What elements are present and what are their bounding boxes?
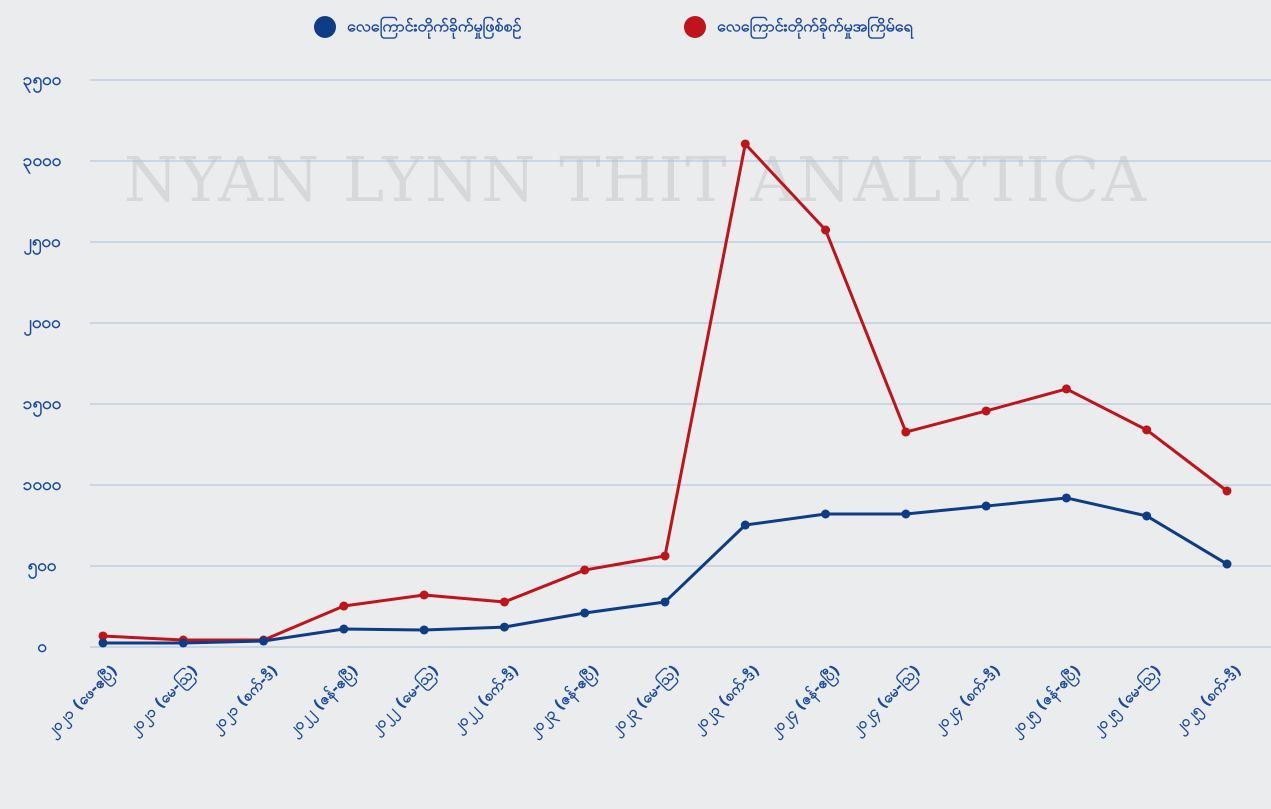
data-point [660, 551, 670, 561]
data-point [740, 520, 750, 530]
data-point [499, 597, 509, 607]
y-tick-label: ၀ [37, 637, 47, 657]
data-point [98, 631, 108, 641]
data-point [98, 638, 108, 648]
data-point [339, 601, 349, 611]
legend-marker [684, 16, 706, 38]
data-point [1222, 559, 1232, 569]
data-point [821, 225, 831, 235]
data-point [981, 406, 991, 416]
data-point [1061, 493, 1071, 503]
data-point [901, 509, 911, 519]
y-tick-label: ၁၀၀၀ [23, 475, 62, 495]
data-point [1222, 486, 1232, 496]
data-point [580, 608, 590, 618]
data-point [1142, 511, 1152, 521]
data-point [339, 624, 349, 634]
data-point [660, 597, 670, 607]
data-point [1061, 384, 1071, 394]
data-point [259, 636, 269, 646]
data-point [821, 509, 831, 519]
data-point [1142, 425, 1152, 435]
legend-marker [314, 16, 336, 38]
data-point [740, 139, 750, 149]
data-point [419, 590, 429, 600]
data-point [981, 501, 991, 511]
watermark: NYAN LYNN THIT ANALYTICA [124, 143, 1148, 216]
data-point [499, 622, 509, 632]
data-point [178, 638, 188, 648]
data-point [419, 625, 429, 635]
data-point [580, 565, 590, 575]
data-point [901, 427, 911, 437]
